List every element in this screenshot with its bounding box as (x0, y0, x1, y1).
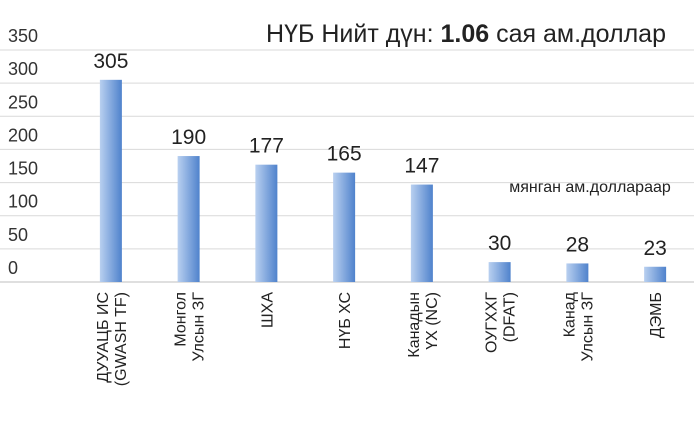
bar (255, 164, 278, 282)
x-tick-label: ШХА (259, 292, 276, 328)
x-tick-label: ДЭМБ (648, 292, 665, 338)
y-tick-label: 300 (8, 59, 38, 79)
x-tick-line: ШХА (259, 292, 276, 328)
bar (177, 156, 200, 282)
bar (488, 262, 511, 282)
x-tick-label: НҮБ ХС (337, 292, 354, 349)
x-tick-line: Канад (561, 291, 578, 337)
bar (410, 184, 433, 282)
x-tick-line: ҮХ (NC) (424, 292, 441, 350)
x-tick-line: Монгол (173, 292, 190, 347)
x-tick-line: ОУГХХГ (484, 292, 501, 353)
annotation-total: 1.06 (441, 20, 490, 48)
y-tick-label: 50 (8, 225, 28, 245)
x-tick-line: НҮБ ХС (337, 292, 354, 349)
annotation-prefix: НҮБ Нийт дүн: (266, 20, 434, 48)
y-tick-label: 350 (8, 26, 38, 46)
x-tick-line: (GWASH TF) (113, 292, 130, 386)
value-label: 147 (404, 155, 439, 178)
y-tick-label: 0 (8, 258, 18, 278)
x-tick-label: ДУУАЦБ ИС(GWASH TF) (95, 292, 130, 386)
value-label: 28 (566, 233, 589, 256)
value-label: 23 (643, 237, 666, 260)
value-label: 165 (327, 143, 362, 166)
bar (566, 263, 589, 282)
x-tick-line: Канадын (406, 292, 423, 358)
x-tick-label: МонголУлсын ЗГ (173, 292, 208, 362)
value-label: 30 (488, 232, 511, 255)
x-tick-line: ДУУАЦБ ИС (95, 292, 112, 383)
y-tick-label: 250 (8, 92, 38, 112)
y-tick-label: 100 (8, 192, 38, 212)
value-label: 177 (249, 135, 284, 158)
x-tick-label: КанадынҮХ (NC) (406, 292, 441, 358)
bar (333, 172, 356, 282)
x-tick-line: (DFAT) (502, 292, 519, 342)
y-tick-label: 200 (8, 125, 38, 145)
value-label: 305 (93, 50, 128, 73)
annotation: НҮБ Нийт дүн: 1.06 сая ам.доллар (266, 20, 666, 48)
x-tick-line: ДЭМБ (648, 292, 665, 338)
value-label: 190 (171, 126, 206, 149)
x-tick-label: КанадУлсын ЗГ (561, 291, 596, 361)
annotation-suffix: сая ам.доллар (496, 20, 666, 48)
y-tick-label: 150 (8, 159, 38, 179)
bar (99, 79, 122, 282)
unit-note: мянган ам.доллараар (509, 179, 671, 196)
bar (644, 266, 667, 282)
x-tick-label: ОУГХХГ(DFAT) (484, 292, 519, 353)
x-tick-line: Улсын ЗГ (579, 292, 596, 362)
x-tick-line: Улсын ЗГ (191, 292, 208, 362)
